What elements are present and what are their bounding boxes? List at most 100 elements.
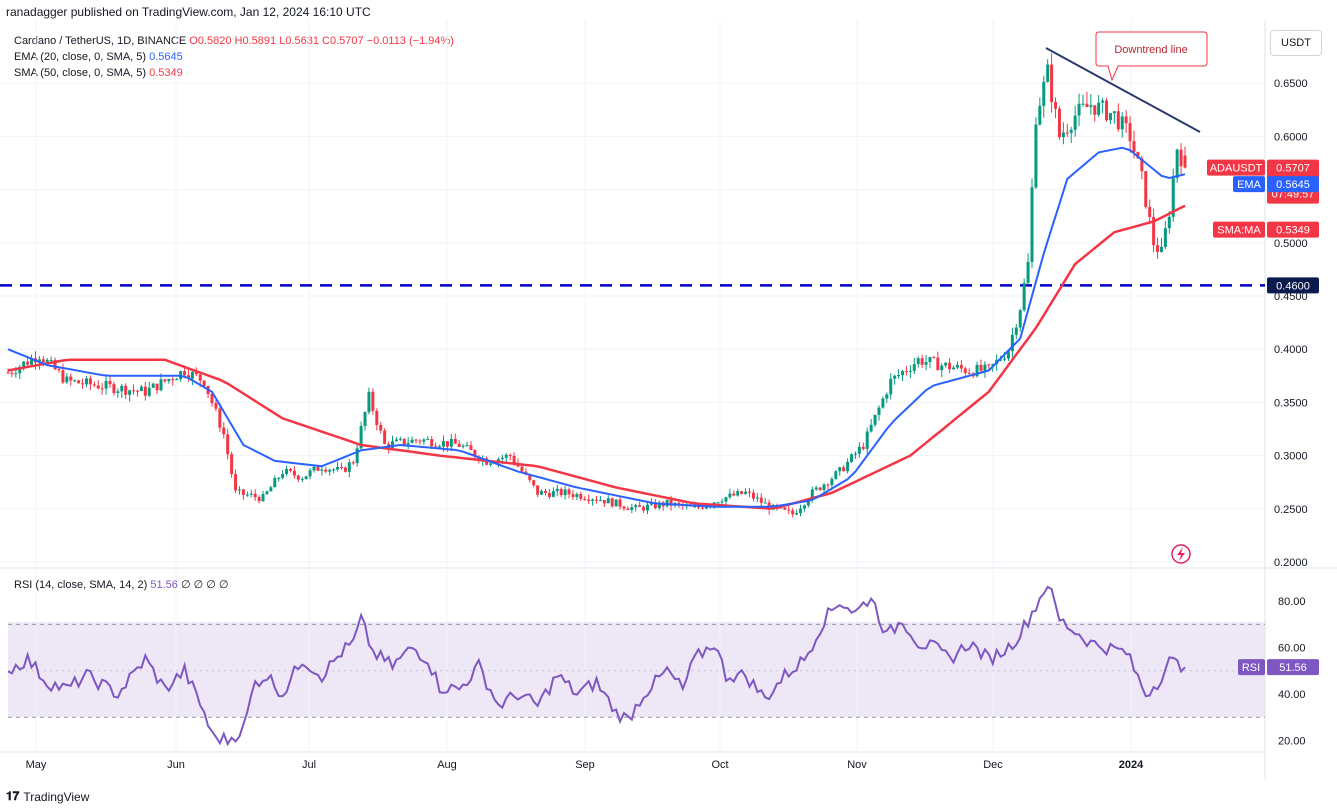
sma-value: 0.5349 <box>149 67 183 79</box>
candle-body <box>1105 100 1109 121</box>
rsi-name-tag <box>1238 659 1265 676</box>
candle-body <box>124 385 128 395</box>
candle-body <box>339 466 343 468</box>
candle-body <box>273 478 277 488</box>
candle-body <box>979 364 983 371</box>
candle-body <box>465 445 469 447</box>
rsi-tick-label: 40.00 <box>1278 689 1306 701</box>
candle-body <box>755 497 759 499</box>
candle-body <box>653 502 657 509</box>
candle-body <box>1050 64 1054 102</box>
candle-body <box>304 476 308 480</box>
price-tick-label: 0.5000 <box>1274 238 1308 250</box>
candle-body <box>924 361 928 365</box>
candle-body <box>1140 158 1144 172</box>
candle-body <box>249 493 253 495</box>
candle-body <box>202 380 206 387</box>
candle-body <box>41 359 45 363</box>
candle-body <box>77 380 81 384</box>
candle-body <box>622 506 626 509</box>
candle-body <box>1120 116 1124 130</box>
symbol-line[interactable]: Cardano / TetherUS, 1D, BINANCE <box>14 35 187 47</box>
candle-body <box>587 499 591 501</box>
candle-body <box>955 364 959 368</box>
ohlc-change: −0.0113 (−1.94%) <box>366 35 454 47</box>
candle-body <box>791 510 795 515</box>
rsi-legend-extra: ∅ ∅ ∅ ∅ <box>180 579 229 591</box>
downtrend-line[interactable] <box>1045 47 1201 133</box>
candle-body <box>324 469 328 472</box>
candle-body <box>602 500 606 504</box>
candle-body <box>975 364 979 377</box>
lightning-icon[interactable] <box>1171 544 1191 564</box>
price-tick-label: 0.3000 <box>1274 451 1308 463</box>
candle-body <box>26 361 30 365</box>
ema-label[interactable]: EMA (20, close, 0, SMA, 5) <box>14 51 147 63</box>
candle-body <box>740 491 744 494</box>
candle-body <box>292 470 296 476</box>
candle-body <box>218 408 222 428</box>
candle-body <box>936 357 940 371</box>
candle-body <box>1124 116 1128 124</box>
candle-body <box>853 453 857 455</box>
candle-body <box>787 509 791 511</box>
candle-body <box>720 501 724 503</box>
ema-tag-text: 0.5645 <box>1276 179 1310 191</box>
candle-body <box>559 488 563 496</box>
candle-body <box>563 489 567 496</box>
candle-body <box>422 439 426 442</box>
candle-body <box>1132 141 1136 152</box>
candle-body <box>198 374 202 381</box>
candle-body <box>359 425 363 449</box>
candle-body <box>869 424 873 432</box>
candle-body <box>779 507 783 509</box>
candle-body <box>383 430 387 444</box>
candle-body <box>928 357 932 362</box>
candle-body <box>806 500 810 506</box>
candle-body <box>426 439 430 441</box>
candle-body <box>1006 351 1010 359</box>
candle-body <box>834 471 838 479</box>
candle-body <box>555 488 559 492</box>
candle-body <box>532 480 536 486</box>
symbol-tag-text: ADAUSDT <box>1210 163 1263 175</box>
candle-body <box>65 376 69 383</box>
candle-body <box>328 469 332 472</box>
candle-body <box>1093 105 1097 115</box>
candle-body <box>571 494 575 497</box>
candle-body <box>190 371 194 379</box>
candle-body <box>430 439 434 447</box>
candle-body <box>108 380 112 385</box>
candle-body <box>567 489 571 495</box>
footer-brand: TradingView <box>23 789 90 804</box>
candle-body <box>959 364 963 369</box>
candle-body <box>822 484 826 491</box>
candle-body <box>100 388 104 390</box>
candle-body <box>445 441 449 447</box>
candle-body <box>932 357 936 359</box>
candle-body <box>1073 115 1077 130</box>
candle-body <box>967 372 971 374</box>
candle-body <box>512 455 516 464</box>
candle-body <box>449 438 453 447</box>
sma-name-text: SMA:MA <box>1217 225 1261 237</box>
rsi-value-tag-text: 51.56 <box>1279 662 1307 674</box>
rsi-band-fill <box>8 622 1265 717</box>
candle-body <box>543 490 547 493</box>
ohlc-high: H0.5891 <box>234 35 277 47</box>
candle-body <box>802 505 806 509</box>
rsi-tick-label: 60.00 <box>1278 643 1306 655</box>
sma-label[interactable]: SMA (50, close, 0, SMA, 5) <box>14 67 147 79</box>
price-tick-label: 0.4000 <box>1274 344 1308 356</box>
price-tick-label: 0.6500 <box>1274 78 1308 90</box>
time-tick-label: Sep <box>575 759 595 771</box>
annotation-callout[interactable] <box>1095 31 1208 82</box>
ema-20-line <box>7 146 1186 508</box>
candle-body <box>583 498 587 500</box>
currency-button[interactable]: USDT <box>1270 30 1322 56</box>
rsi-label[interactable]: RSI (14, close, SMA, 14, 2) <box>14 579 148 591</box>
candle-body <box>595 499 598 501</box>
candle-body <box>441 441 445 447</box>
candle-body <box>1128 123 1132 142</box>
